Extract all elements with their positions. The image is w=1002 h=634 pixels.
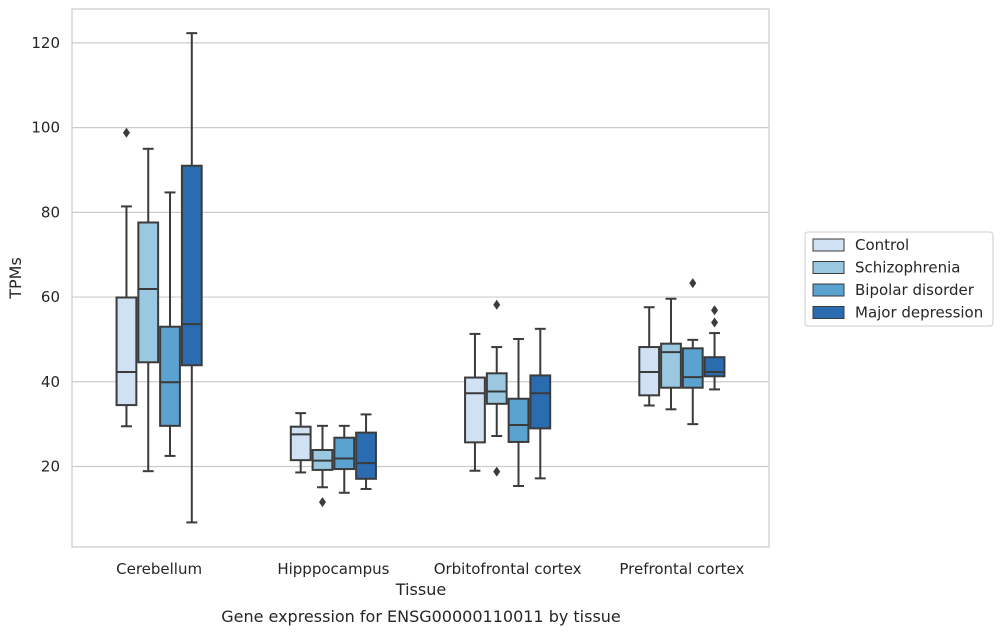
box (703, 356, 726, 378)
outlier-point (711, 317, 719, 328)
box (464, 376, 486, 444)
legend-swatch (812, 306, 845, 319)
x-axis-label: Tissue (395, 580, 446, 599)
box (289, 425, 312, 462)
outlier-point (122, 127, 130, 138)
x-tick-label: Cerebellum (116, 560, 202, 578)
legend-frame (804, 231, 994, 327)
box (529, 374, 552, 430)
y-tick-label: 100 (31, 119, 60, 137)
y-tick-label: 20 (41, 458, 60, 476)
x-tick-labels: Cerebellum Hipppocampus Orbitofrontal cort… (116, 560, 744, 578)
outlier-point (689, 278, 697, 289)
legend-label: Schizophrenia (855, 259, 960, 277)
y-tick-label: 60 (41, 288, 60, 306)
x-tick-label: Orbitofrontal cortex (434, 560, 582, 578)
outlier-point (493, 299, 501, 310)
box (507, 397, 530, 443)
box (159, 325, 181, 427)
outlier-point (493, 466, 501, 477)
y-tick-label: 80 (41, 203, 60, 221)
legend-swatch (812, 283, 845, 297)
box (355, 431, 377, 480)
chart-caption: Gene expression for ENSG00000110011 by t… (221, 607, 621, 626)
outlier-point (711, 305, 719, 316)
legend-swatch (812, 238, 845, 252)
box (485, 372, 508, 405)
box (333, 436, 356, 471)
y-axis-label: TPMs (6, 257, 25, 300)
legend-label: Major depression (855, 304, 983, 322)
legend-label: Control (855, 236, 909, 254)
y-tick-label: 40 (41, 373, 60, 391)
y-tick-label: 120 (31, 34, 60, 52)
box (660, 342, 682, 389)
box (137, 221, 160, 364)
y-tick-labels: 20 40 60 80 100 120 (31, 34, 60, 476)
x-tick-label: Hipppocampus (277, 560, 389, 578)
box (115, 296, 138, 407)
legend-swatch (812, 261, 845, 274)
boxes (115, 32, 726, 524)
box (681, 347, 704, 389)
x-tick-label: Prefrontal cortex (619, 560, 744, 578)
legend: Control Schizophrenia Bipolar disorder Majo… (804, 231, 994, 327)
legend-label: Bipolar disorder (855, 281, 975, 299)
box (180, 164, 203, 367)
outlier-point (318, 497, 326, 508)
